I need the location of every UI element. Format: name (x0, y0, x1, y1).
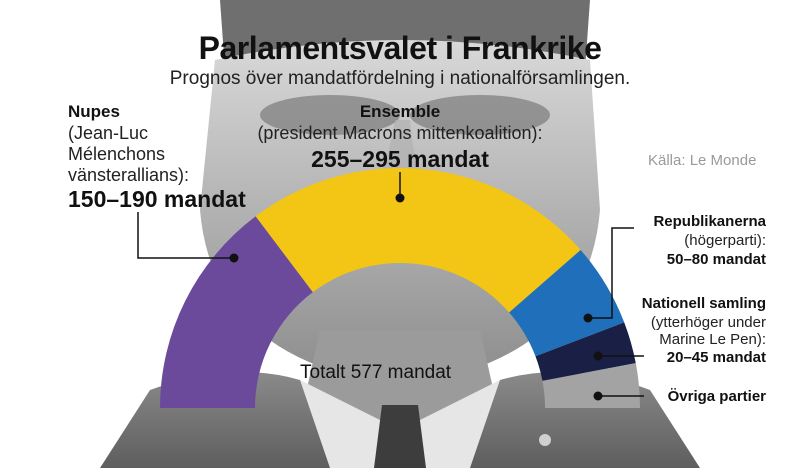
label-republikanerna-desc: (högerparti): (684, 232, 766, 249)
segment--vriga-partier (542, 363, 640, 408)
label-ovriga-name: Övriga partier (667, 388, 766, 405)
segment-nupes (160, 216, 313, 408)
label-ensemble-value: 255–295 mandat (311, 146, 489, 172)
total-seats-label: Totalt 577 mandat (300, 362, 452, 383)
label-nupes-desc-3: vänsterallians): (68, 165, 190, 185)
segment-nationell-samling (535, 322, 636, 381)
hemicycle-segments (160, 168, 640, 408)
leader-dot-ensemble (395, 193, 405, 203)
leader-line-nupes (137, 212, 234, 259)
label-ensemble-name: Ensemble (359, 102, 441, 121)
leader-dot-nupes (229, 253, 239, 263)
label-ensemble-desc: (president Macrons mittenkoalition): (257, 123, 543, 143)
label-nupes-desc-2: Mélenchons (68, 144, 166, 164)
leader-dot-republikanerna (583, 313, 593, 323)
label-republikanerna-value: 50–80 mandat (666, 251, 766, 268)
label-nationell-samling-value: 20–45 mandat (666, 349, 766, 366)
leader-dot-ovriga (593, 391, 603, 401)
chart-subtitle: Prognos över mandatfördelning i national… (169, 68, 631, 89)
label-nationell-samling-desc-1: (ytterhöger under (650, 314, 766, 331)
leader-line-republikanerna (588, 227, 634, 319)
leader-lines (137, 172, 644, 401)
label-nationell-samling-name: Nationell samling (641, 295, 766, 312)
label-nationell-samling-desc-2: Marine Le Pen): (659, 331, 766, 348)
label-republikanerna-name: Republikanerna (653, 213, 766, 230)
chart-title: Parlamentsvalet i Frankrike (198, 30, 602, 66)
label-nupes-desc-1: (Jean-Luc (68, 123, 149, 143)
leader-dot-nationell-samling (593, 351, 603, 361)
segment-republikanerna (509, 249, 625, 357)
segment-ensemble (255, 168, 581, 313)
source-label: Källa: Le Monde (648, 152, 757, 169)
label-nupes-value: 150–190 mandat (68, 186, 246, 212)
label-nupes-name: Nupes (68, 102, 120, 121)
